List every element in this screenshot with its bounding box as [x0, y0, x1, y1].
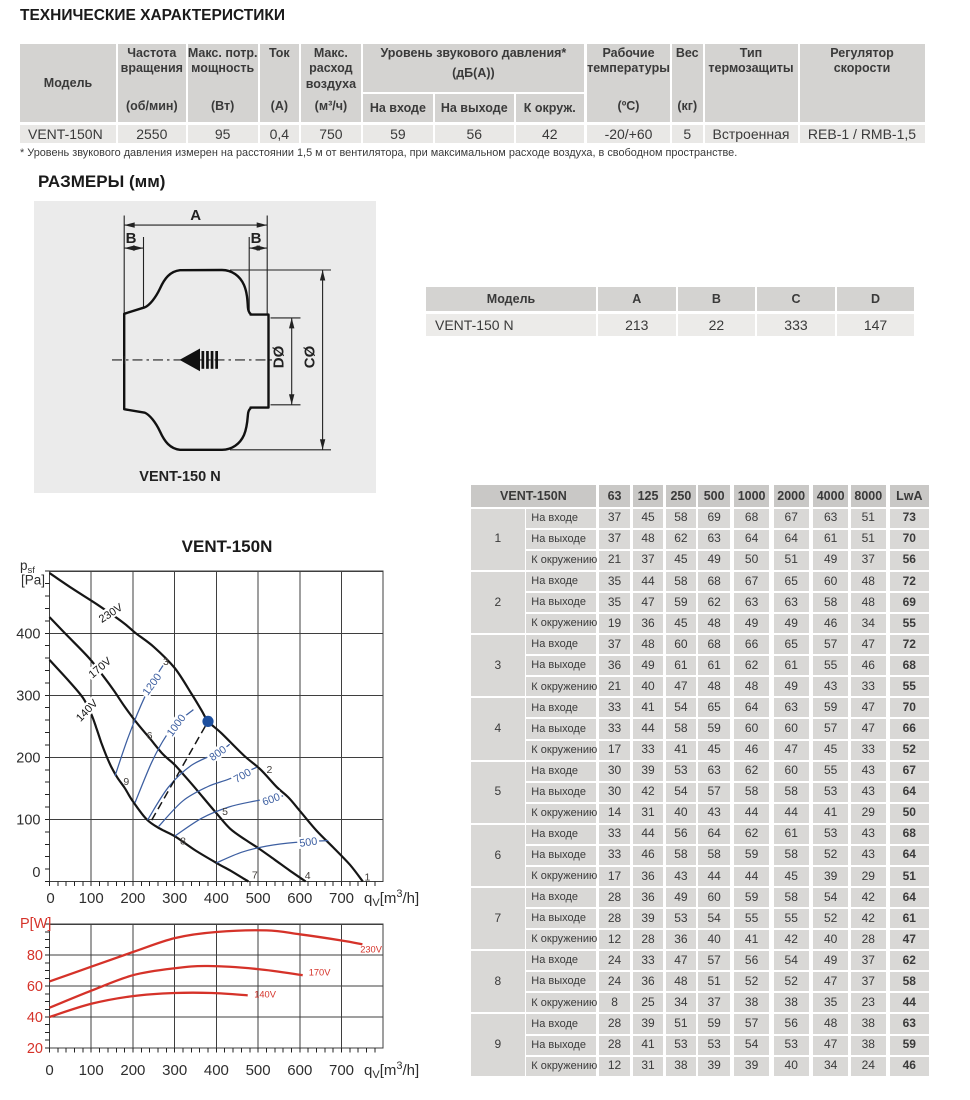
svg-text:9: 9 [123, 776, 129, 788]
svg-text:170V: 170V [309, 968, 332, 978]
svg-text:VENT-150N: VENT-150N [182, 537, 273, 556]
svg-text:500: 500 [246, 1062, 271, 1079]
svg-text:3: 3 [163, 656, 169, 668]
svg-text:5: 5 [222, 806, 228, 818]
svg-text:qV[m3/h]: qV[m3/h] [364, 888, 419, 909]
svg-text:8: 8 [180, 835, 186, 847]
svg-text:700: 700 [329, 1062, 354, 1079]
svg-text:VENT-150 N: VENT-150 N [139, 469, 220, 485]
svg-text:700: 700 [329, 890, 354, 907]
svg-text:140V: 140V [254, 990, 277, 1000]
svg-text:300: 300 [16, 688, 40, 704]
svg-text:0: 0 [32, 865, 40, 881]
svg-text:P[W]: P[W] [20, 916, 51, 932]
svg-text:7: 7 [252, 870, 258, 882]
svg-text:400: 400 [204, 1062, 229, 1079]
svg-text:60: 60 [27, 979, 43, 995]
svg-text:qV[m3/h]: qV[m3/h] [364, 1060, 419, 1081]
svg-text:40: 40 [27, 1010, 43, 1026]
svg-text:6: 6 [147, 730, 153, 742]
svg-text:B: B [126, 230, 137, 247]
svg-text:A: A [190, 207, 201, 224]
svg-text:0: 0 [45, 1062, 53, 1079]
svg-text:600: 600 [287, 1062, 312, 1079]
svg-text:300: 300 [162, 1062, 187, 1079]
svg-text:2: 2 [266, 764, 272, 776]
svg-text:600: 600 [261, 791, 282, 808]
svg-text:200: 200 [120, 1062, 145, 1079]
svg-text:200: 200 [16, 750, 40, 766]
svg-text:4: 4 [305, 870, 311, 882]
svg-text:80: 80 [27, 948, 43, 964]
svg-text:400: 400 [204, 890, 229, 907]
svg-text:0: 0 [46, 890, 54, 907]
svg-text:1: 1 [364, 871, 370, 883]
svg-text:500: 500 [299, 835, 319, 849]
svg-text:230V: 230V [360, 945, 383, 955]
svg-text:500: 500 [246, 890, 271, 907]
svg-text:100: 100 [16, 812, 40, 828]
svg-text:100: 100 [79, 890, 104, 907]
svg-text:300: 300 [162, 890, 187, 907]
svg-text:200: 200 [120, 890, 145, 907]
svg-text:DØ: DØ [271, 345, 288, 368]
svg-text:400: 400 [16, 626, 40, 642]
svg-text:20: 20 [27, 1041, 43, 1057]
svg-text:600: 600 [287, 890, 312, 907]
svg-text:[Pa]: [Pa] [21, 573, 45, 588]
svg-text:100: 100 [79, 1062, 104, 1079]
svg-text:B: B [251, 230, 262, 247]
svg-text:CØ: CØ [302, 345, 319, 368]
